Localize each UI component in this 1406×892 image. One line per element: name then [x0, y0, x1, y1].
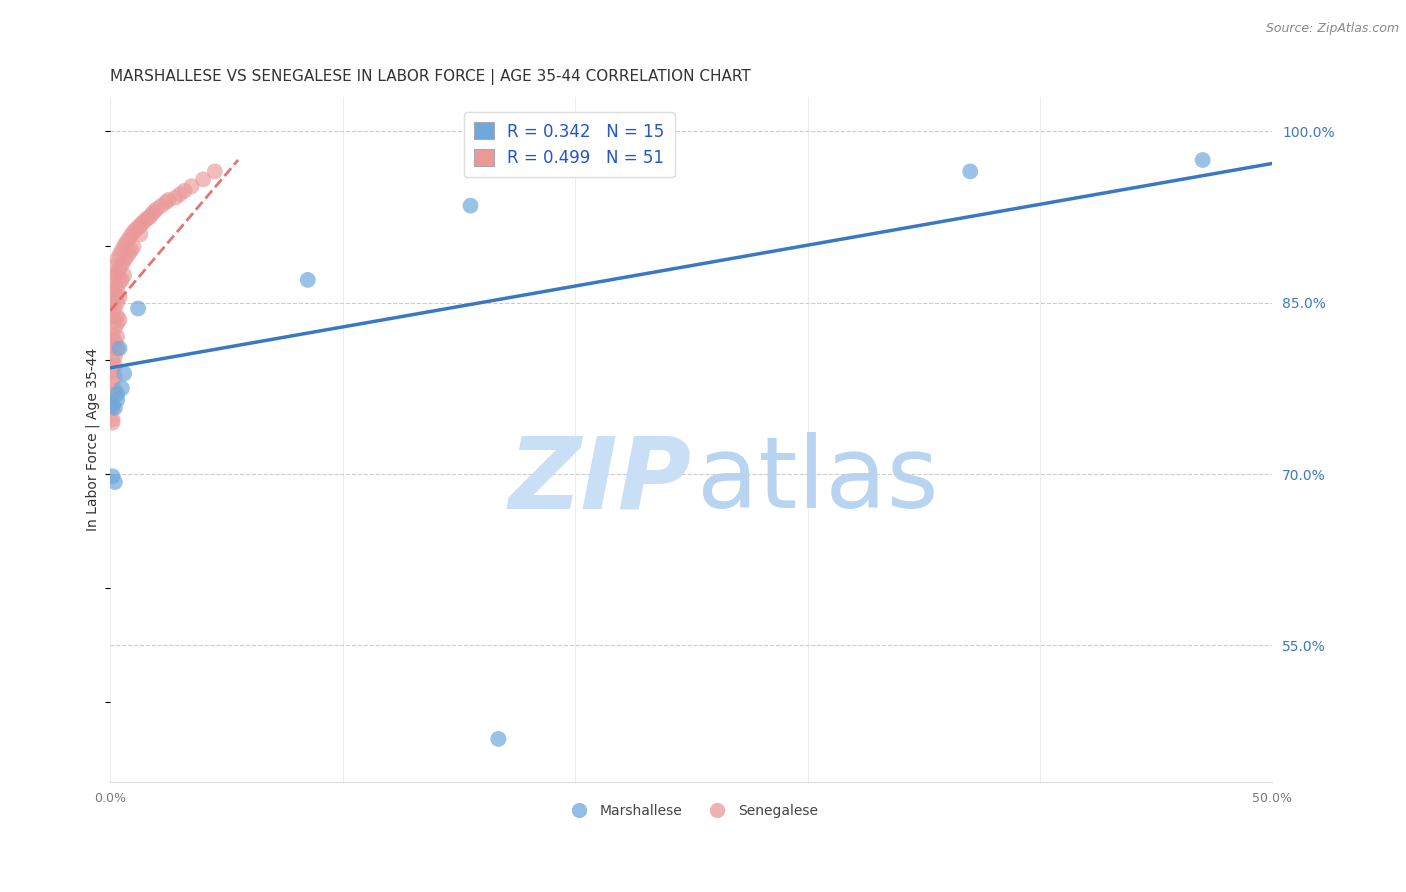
Text: Source: ZipAtlas.com: Source: ZipAtlas.com — [1265, 22, 1399, 36]
Point — [141, 207, 163, 221]
Point — [105, 387, 128, 401]
Point — [101, 267, 124, 281]
Point — [105, 282, 128, 296]
Point — [104, 401, 127, 415]
Point — [127, 301, 149, 316]
Point — [105, 267, 128, 281]
Y-axis label: In Labor Force | Age 35-44: In Labor Force | Age 35-44 — [86, 348, 100, 532]
Point — [104, 301, 127, 316]
Point — [460, 199, 482, 213]
Legend: Marshallese, Senegalese: Marshallese, Senegalese — [560, 798, 824, 823]
Point — [127, 220, 149, 235]
Point — [104, 334, 127, 349]
Point — [118, 232, 141, 246]
Point — [169, 187, 191, 202]
Point — [118, 246, 141, 260]
Point — [1191, 153, 1213, 167]
Point — [101, 399, 124, 413]
Point — [111, 273, 134, 287]
Text: atlas: atlas — [697, 433, 939, 529]
Point — [105, 392, 128, 407]
Point — [165, 191, 187, 205]
Point — [173, 184, 195, 198]
Point — [101, 469, 124, 483]
Point — [125, 222, 148, 236]
Point — [134, 213, 156, 227]
Point — [129, 227, 152, 242]
Point — [115, 250, 138, 264]
Point — [105, 252, 128, 267]
Point — [104, 273, 127, 287]
Point — [112, 238, 135, 252]
Point — [122, 225, 145, 239]
Point — [297, 273, 319, 287]
Point — [122, 240, 145, 254]
Point — [104, 286, 127, 301]
Point — [111, 381, 134, 395]
Point — [105, 310, 128, 324]
Point — [104, 384, 127, 398]
Point — [145, 202, 167, 216]
Point — [112, 253, 135, 268]
Point — [101, 412, 124, 426]
Point — [101, 295, 124, 310]
Point — [120, 243, 142, 257]
Point — [101, 416, 124, 430]
Point — [111, 258, 134, 272]
Point — [105, 295, 128, 310]
Point — [108, 290, 131, 304]
Point — [180, 179, 202, 194]
Point — [486, 731, 509, 746]
Point — [108, 342, 131, 356]
Point — [108, 248, 131, 262]
Point — [101, 387, 124, 401]
Point — [111, 243, 134, 257]
Point — [101, 376, 124, 390]
Point — [138, 210, 160, 224]
Point — [101, 282, 124, 296]
Point — [204, 164, 226, 178]
Point — [101, 339, 124, 353]
Point — [104, 259, 127, 273]
Point — [112, 367, 135, 381]
Point — [108, 275, 131, 289]
Point — [132, 216, 155, 230]
Point — [105, 330, 128, 344]
Point — [129, 218, 152, 232]
Point — [101, 327, 124, 342]
Point — [108, 313, 131, 327]
Point — [101, 364, 124, 378]
Point — [104, 370, 127, 384]
Point — [143, 204, 166, 219]
Point — [959, 164, 981, 178]
Point — [112, 268, 135, 283]
Point — [101, 401, 124, 415]
Point — [105, 316, 128, 330]
Point — [115, 235, 138, 250]
Point — [157, 193, 180, 207]
Point — [104, 350, 127, 364]
Point — [104, 359, 127, 373]
Point — [136, 211, 159, 226]
Point — [105, 342, 128, 356]
Point — [120, 228, 142, 243]
Point — [101, 399, 124, 413]
Text: MARSHALLESE VS SENEGALESE IN LABOR FORCE | AGE 35-44 CORRELATION CHART: MARSHALLESE VS SENEGALESE IN LABOR FORCE… — [110, 69, 751, 85]
Text: ZIP: ZIP — [509, 433, 692, 529]
Point — [150, 199, 173, 213]
Point — [193, 172, 215, 186]
Point — [104, 475, 127, 489]
Point — [104, 321, 127, 335]
Point — [101, 310, 124, 324]
Point — [108, 261, 131, 276]
Point — [155, 195, 177, 210]
Point — [101, 352, 124, 367]
